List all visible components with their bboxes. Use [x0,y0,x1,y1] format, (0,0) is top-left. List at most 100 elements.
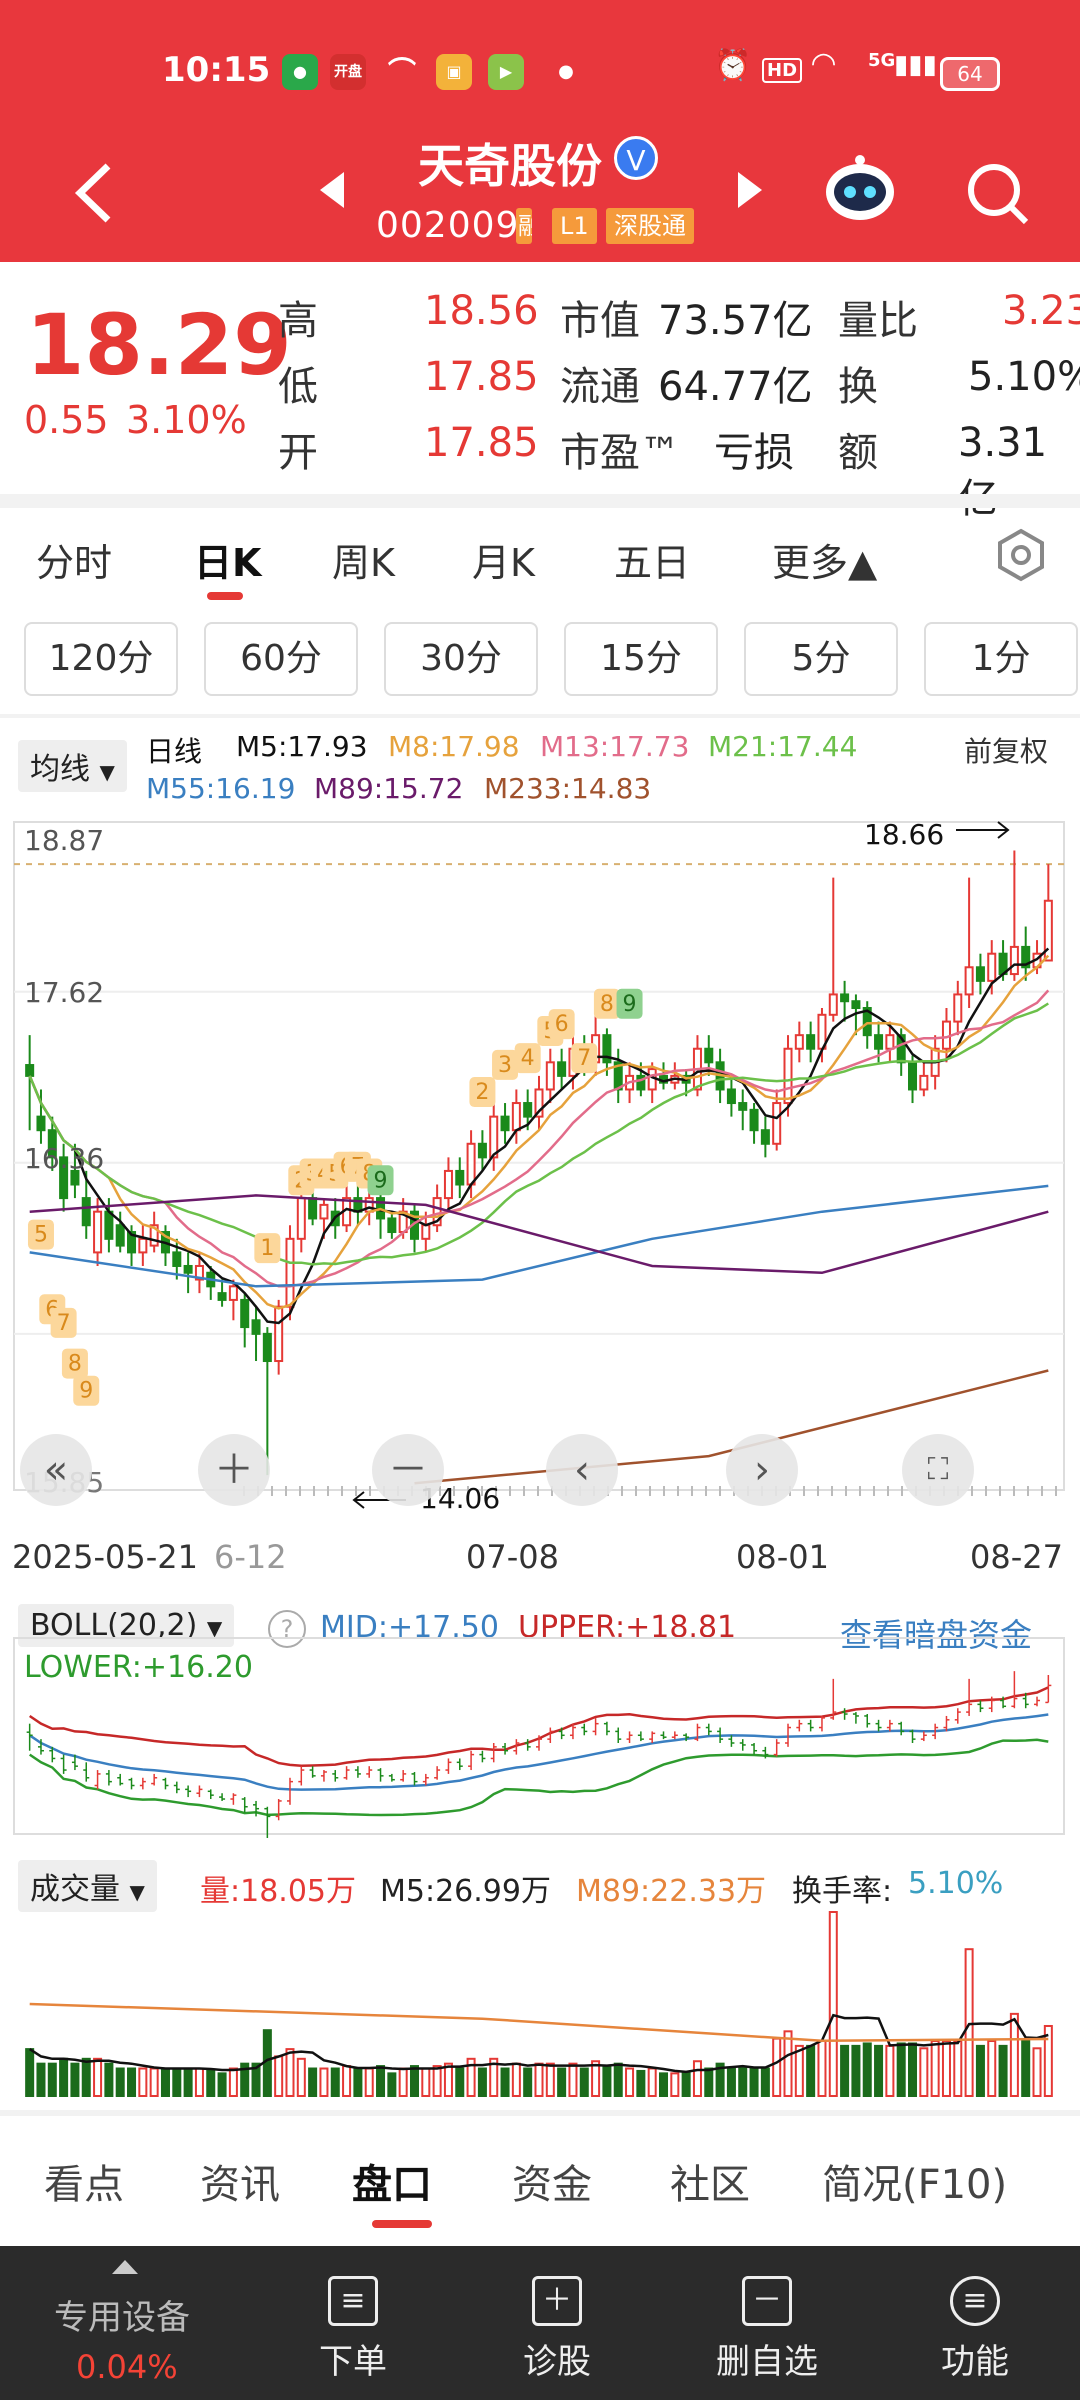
btab-community[interactable]: 社区 [670,2162,750,2208]
label-low: 低 [278,364,318,410]
volume-bar [545,2062,555,2097]
volume-m89: M89:22.33万 [576,1874,767,1909]
interval-15m[interactable]: 15分 [564,622,718,696]
td-mark: 9 [79,1379,93,1404]
candle [794,1034,804,1050]
fullscreen-button[interactable]: ⛶ [902,1434,974,1506]
value-pe: 亏损 [714,430,794,476]
zoom-out-button[interactable]: － [372,1434,444,1506]
interval-5m[interactable]: 5分 [744,622,898,696]
boll-mid-line [28,1713,1049,1791]
diagnose-icon[interactable]: ＋ [532,2276,582,2326]
dark-pool-link[interactable]: 查看暗盘资金 [840,1616,1033,1654]
tab-monthly-k[interactable]: 月K [472,541,535,585]
value-turnover: 5.10% [968,354,1080,400]
expand-up-icon[interactable] [110,2258,140,2276]
interval-60m[interactable]: 60分 [204,622,358,696]
remove-watchlist-icon[interactable]: － [742,2276,792,2326]
volume-chart[interactable] [0,1852,1080,2108]
candle [149,1224,159,1247]
candle [1009,945,1019,976]
td-mark: 9 [623,992,637,1017]
btab-orderbook[interactable]: 盘口 [352,2162,432,2208]
candle [760,1129,770,1145]
stock-name: 天奇股份 [418,139,602,193]
tab-more[interactable]: 更多▲ [772,541,878,585]
prev-stock-icon[interactable] [318,170,346,210]
volume-bar [1043,2024,1053,2097]
sector-label[interactable]: 专用设备 [54,2298,190,2338]
back-icon[interactable] [72,160,116,226]
next-stock-icon[interactable] [736,170,764,210]
volume-bar [806,2044,816,2098]
help-icon[interactable]: ? [268,1610,306,1648]
candle [25,1064,35,1077]
candle [81,1197,91,1227]
volume-bar [228,2067,238,2098]
scroll-start-button[interactable]: « [20,1434,92,1506]
btab-news[interactable]: 资讯 [200,2162,280,2208]
candle [70,1169,80,1186]
candle [953,993,963,1023]
volume-selector[interactable]: 成交量 ▼ [18,1860,157,1912]
ma55-line [29,1184,1049,1288]
volume-bar [194,2067,204,2098]
volume-bar [319,2067,329,2098]
candle [93,1210,103,1254]
interval-120m[interactable]: 120分 [24,622,178,696]
candle [104,1210,114,1240]
y-tick-3: 16.36 [24,1142,105,1175]
volume-bar [251,2062,261,2097]
y-tick-top: 18.87 [24,824,105,857]
scroll-right-button[interactable]: › [726,1434,798,1506]
label-turnover: 换 [838,364,878,410]
candle [466,1142,476,1186]
volume-bar [342,2065,352,2098]
tab-five-day[interactable]: 五日 [614,541,691,585]
ma5-line [28,947,1050,1325]
candle [274,1305,284,1363]
btab-funds[interactable]: 资金 [512,2162,592,2208]
function-icon[interactable]: ≡ [950,2276,1000,2326]
td-mark: 1 [260,1236,274,1261]
nav-remove-watchlist[interactable]: 删自选 [716,2342,818,2382]
nav-function[interactable]: 功能 [941,2342,1009,2382]
btab-highlights[interactable]: 看点 [44,2162,124,2208]
td-mark-bg [548,1009,575,1040]
status-dot-icon: ● [558,61,574,82]
volume-bar [1021,2040,1031,2098]
volume-bar [432,2065,442,2098]
tab-intraday[interactable]: 分时 [36,541,113,585]
volume-bar [421,2067,431,2098]
ma-adjust[interactable]: 前复权 [964,735,1049,768]
section-divider-2 [0,714,1080,718]
search-icon[interactable] [964,160,1030,226]
sector-change: 0.04% [76,2348,178,2386]
x-tick-4: 08-01 [736,1538,829,1576]
volume-bar [862,2042,872,2098]
td-mark: 7 [577,1046,591,1071]
settings-hex-icon[interactable] [994,528,1048,582]
candle [296,1197,306,1240]
nav-order[interactable]: 下单 [319,2342,387,2382]
scroll-left-button[interactable]: ‹ [546,1434,618,1506]
zoom-in-button[interactable]: ＋ [198,1434,270,1506]
tab-weekly-k[interactable]: 周K [332,541,395,585]
ma-selector[interactable]: 均线 ▼ [18,740,127,792]
candle [217,1292,227,1301]
candle [319,1203,329,1220]
verified-icon: V [614,136,658,180]
kline-chart[interactable]: 2345678912345678956789 [0,810,1080,1510]
order-icon[interactable]: ≡ [328,2276,378,2326]
interval-1m[interactable]: 1分 [924,622,1078,696]
btab-profile[interactable]: 简况(F10) [822,2162,1008,2208]
volume-bar [647,2067,657,2098]
x-tick-1: 2025-05-21 [12,1538,198,1576]
tab-daily-k[interactable]: 日K [194,541,262,585]
volume-m5-line [29,2013,1049,2074]
nav-diagnose[interactable]: 诊股 [523,2342,591,2382]
boll-chart[interactable] [0,1598,1080,1838]
volume-bar [160,2067,170,2098]
interval-30m[interactable]: 30分 [384,622,538,696]
robot-assistant-icon[interactable] [822,150,898,226]
